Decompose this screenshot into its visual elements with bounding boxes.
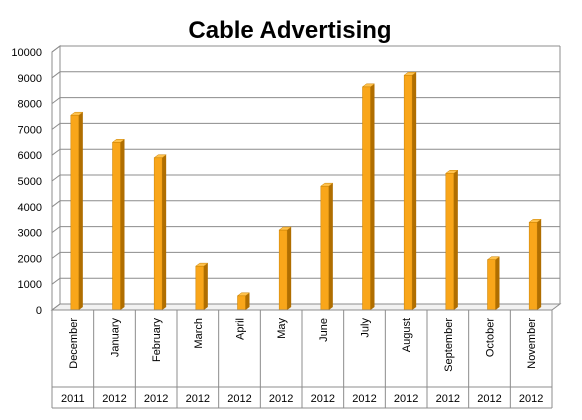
y-axis-ticks: 0 1000 2000 3000 4000 5000 6000 7000 8000 9000 100… <box>11 47 42 317</box>
bar <box>153 154 167 311</box>
bar <box>486 256 501 311</box>
gridline <box>51 174 560 182</box>
bar <box>195 262 209 311</box>
y-tick-label: 1000 <box>18 279 42 291</box>
bar <box>278 226 292 311</box>
x-year-label: 2012 <box>311 393 335 405</box>
gridline <box>51 251 560 259</box>
bar <box>70 111 84 311</box>
x-year-label: 2012 <box>186 393 210 405</box>
bars <box>70 71 542 311</box>
plot-background <box>50 45 562 311</box>
x-category-label: May <box>276 318 288 339</box>
y-tick-label: 9000 <box>18 73 42 85</box>
x-category-label: November <box>526 318 538 369</box>
gridline <box>51 122 560 130</box>
bar <box>320 182 334 311</box>
bar <box>361 83 376 311</box>
x-year-label: 2012 <box>352 393 376 405</box>
x-category-label: March <box>193 318 205 349</box>
y-tick-label: 10000 <box>11 47 42 59</box>
x-year-label: 2012 <box>394 393 418 405</box>
y-tick-label: 2000 <box>18 253 42 265</box>
gridline <box>51 97 560 104</box>
gridlines <box>51 45 560 311</box>
x-year-label: 2012 <box>519 393 543 405</box>
x-category-label: September <box>443 318 455 372</box>
gridline <box>51 71 560 79</box>
x-axis-category-table: December 2011 January 2012 February 2012 March… <box>51 309 553 409</box>
x-year-label: 2012 <box>227 393 251 405</box>
x-category-label: December <box>68 318 80 369</box>
x-year-label: 2011 <box>61 393 85 405</box>
x-year-label: 2012 <box>477 393 501 405</box>
gridline <box>51 226 560 234</box>
gridline <box>51 303 560 311</box>
bar <box>236 292 251 311</box>
bar <box>445 170 459 311</box>
y-tick-label: 3000 <box>18 228 42 240</box>
y-tick-label: 4000 <box>18 202 42 214</box>
bar <box>111 139 126 311</box>
gridline <box>51 148 560 156</box>
x-category-label: February <box>151 318 163 363</box>
gridline <box>51 200 560 208</box>
gridline <box>51 277 560 285</box>
bar <box>528 219 542 311</box>
bar <box>403 71 417 311</box>
x-category-label: April <box>235 318 247 340</box>
x-category-label: June <box>318 318 330 342</box>
x-category-label: August <box>401 318 413 352</box>
x-category-label: January <box>110 318 122 358</box>
x-year-label: 2012 <box>144 393 168 405</box>
y-tick-label: 5000 <box>18 176 42 188</box>
gridline <box>51 45 560 53</box>
chart-title: Cable Advertising <box>188 17 391 44</box>
y-tick-label: 8000 <box>18 99 42 111</box>
x-category-label: July <box>360 318 372 338</box>
x-year-label: 2012 <box>269 393 293 405</box>
y-tick-label: 7000 <box>18 124 42 136</box>
x-year-label: 2012 <box>436 393 460 405</box>
y-tick-label: 6000 <box>18 150 42 162</box>
x-year-label: 2012 <box>102 393 126 405</box>
x-category-label: October <box>485 318 497 357</box>
y-tick-label: 0 <box>36 305 42 317</box>
